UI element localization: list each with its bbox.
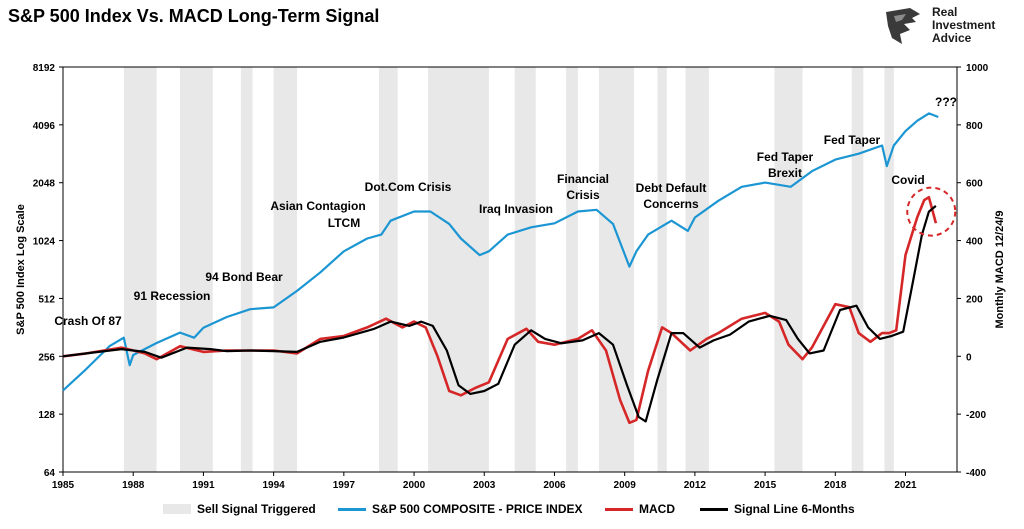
left-tick-label: 2048 — [33, 179, 56, 190]
x-tick-label: 2009 — [614, 480, 637, 491]
spx-line — [62, 112, 939, 392]
annotation-label: Concerns — [643, 197, 699, 211]
brand-line-2: Investment — [932, 18, 996, 32]
sell-signal-band — [514, 67, 536, 472]
right-tick-label: 400 — [966, 237, 983, 248]
annotation-label: 94 Bond Bear — [205, 270, 283, 284]
left-tick-label: 4096 — [33, 121, 56, 132]
chart-legend: Sell Signal Triggered S&P 500 COMPOSITE … — [0, 500, 1024, 522]
annotation-label: Financial — [557, 172, 609, 186]
legend-swatch-signal — [700, 507, 728, 511]
annotation-label: Fed Taper — [757, 150, 814, 164]
annotation-label: ??? — [935, 95, 957, 109]
x-tick-label: 2003 — [473, 480, 496, 491]
left-tick-label: 64 — [44, 468, 56, 479]
annotation-label: Covid — [891, 173, 924, 187]
annotation-label: Crash Of 87 — [54, 314, 122, 328]
legend-label-sell: Sell Signal Triggered — [197, 502, 316, 516]
legend-swatch-sell — [163, 504, 191, 514]
left-tick-label: 128 — [38, 410, 55, 421]
page-title: S&P 500 Index Vs. MACD Long-Term Signal — [8, 6, 380, 26]
eagle-icon — [886, 8, 920, 44]
left-tick-label: 256 — [38, 352, 55, 363]
sell-signal-band — [273, 67, 298, 472]
legend-macd: MACD — [605, 500, 675, 518]
sell-signal-band — [657, 67, 667, 472]
annotation-label: Asian Contagion — [270, 199, 365, 213]
legend-swatch-macd — [605, 507, 633, 511]
legend-spx: S&P 500 COMPOSITE - PRICE INDEX — [338, 500, 583, 518]
sell-signal-band — [851, 67, 864, 472]
x-tick-label: 1985 — [52, 480, 75, 491]
x-tick-label: 1991 — [192, 480, 215, 491]
x-tick-label: 2000 — [403, 480, 426, 491]
sell-signal-band — [378, 67, 398, 472]
chart-plot: 64 128 256 512 1024 2048 4096 8192 -400 -200 0 200 4… — [15, 63, 1006, 491]
axes — [59, 66, 961, 476]
sell-signal-band — [566, 67, 578, 472]
right-tick-label: 800 — [966, 121, 983, 132]
annotation-label: Fed Taper — [824, 133, 881, 147]
right-axis-title: Monthly MACD 12/24/9 — [994, 211, 1006, 329]
annotation-label: Iraq Invasion — [479, 202, 553, 216]
right-tick-label: 200 — [966, 294, 983, 305]
right-tick-label: -400 — [966, 468, 986, 479]
x-tick-label: 2015 — [754, 480, 777, 491]
series-lines — [62, 112, 957, 425]
sell-signal-band — [884, 67, 894, 472]
legend-signal: Signal Line 6-Months — [700, 500, 855, 518]
sell-signal-band — [123, 67, 157, 472]
annotation-label: Brexit — [768, 166, 802, 180]
left-tick-label: 512 — [38, 294, 55, 305]
right-tick-label: 1000 — [966, 63, 989, 74]
sell-signal-band — [685, 67, 709, 472]
x-tick-label: 2021 — [894, 480, 917, 491]
legend-label-macd: MACD — [639, 502, 675, 516]
legend-swatch-spx — [338, 507, 366, 511]
brand-line-1: Real — [932, 5, 958, 19]
annotations: Crash Of 87 91 Recession 94 Bond Bear Asian… — [54, 95, 957, 328]
axis-labels: 64 128 256 512 1024 2048 4096 8192 -400 -200 0 200 4… — [15, 63, 1006, 491]
x-tick-label: 1994 — [263, 480, 286, 491]
annotation-label: Crisis — [566, 188, 600, 202]
legend-sell: Sell Signal Triggered — [163, 500, 316, 518]
sell-signal-shading — [123, 67, 894, 472]
right-tick-label: 600 — [966, 179, 983, 190]
x-tick-label: 1997 — [333, 480, 356, 491]
legend-label-spx: S&P 500 COMPOSITE - PRICE INDEX — [372, 502, 583, 516]
annotation-label: Dot.Com Crisis — [365, 180, 452, 194]
signal-line — [62, 205, 937, 423]
sell-signal-band — [428, 67, 489, 472]
annotation-label: 91 Recession — [134, 289, 211, 303]
brand-line-3: Advice — [932, 31, 972, 45]
annotation-label: LTCM — [328, 216, 360, 230]
right-tick-label: -200 — [966, 410, 986, 421]
left-tick-label: 1024 — [33, 237, 56, 248]
brand-logo: Real Investment Advice — [880, 4, 1020, 52]
peak-highlight-circle — [906, 186, 957, 237]
annotation-label: Debt Default — [636, 181, 707, 195]
right-tick-label: 0 — [966, 352, 972, 363]
x-tick-label: 2018 — [824, 480, 847, 491]
sell-signal-band — [774, 67, 803, 472]
sell-signal-band — [180, 67, 213, 472]
x-tick-label: 2012 — [684, 480, 707, 491]
x-tick-label: 2006 — [543, 480, 566, 491]
x-tick-label: 1988 — [122, 480, 145, 491]
sell-signal-band — [598, 67, 635, 472]
plot-frame — [62, 66, 958, 473]
sell-signal-band — [240, 67, 253, 472]
left-axis-title: S&P 500 Index Log Scale — [15, 204, 27, 335]
legend-label-signal: Signal Line 6-Months — [734, 502, 855, 516]
left-tick-label: 8192 — [33, 63, 56, 74]
